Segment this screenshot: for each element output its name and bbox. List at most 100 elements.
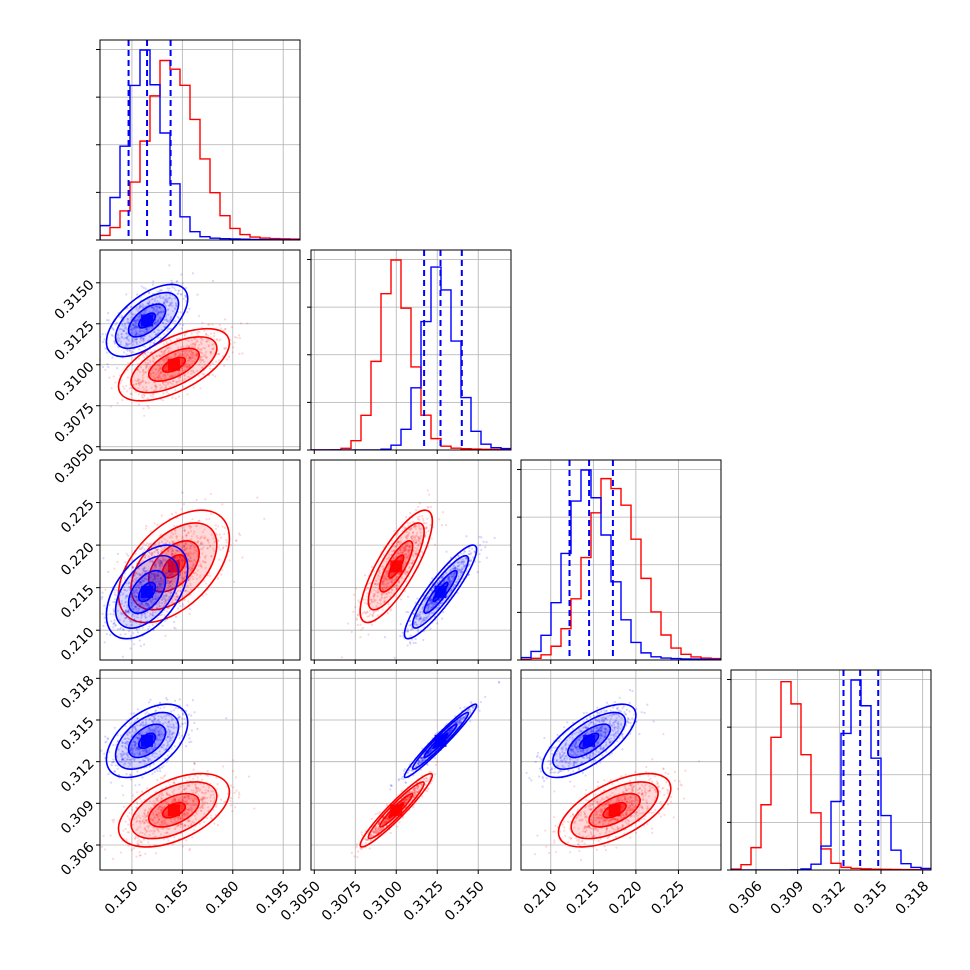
scatter-point [237,532,241,535]
scatter-point [417,537,421,540]
scatter-point [372,612,375,616]
scatter-point [130,328,133,331]
scatter-point [213,334,216,338]
scatter-point [405,543,408,546]
scatter-point [182,353,185,356]
scatter-point [158,561,161,564]
scatter-point [160,559,163,563]
scatter-point [177,337,181,340]
scatter-point [131,613,134,616]
scatter-point [161,353,164,356]
scatter-point [135,595,138,599]
scatter-point [186,393,189,396]
scatter-point [175,280,178,284]
scatter-point [162,309,165,313]
contour-level [105,544,189,640]
scatter-point [395,533,399,536]
scatter-point [177,372,180,376]
scatter-point [122,628,125,631]
scatter-point [183,571,186,574]
scatter-point [152,308,156,311]
scatter-point [109,612,112,616]
scatter-point [217,539,220,542]
scatter-point [206,538,209,541]
scatter-point [136,572,140,575]
y-tick-label: 0.225 [58,497,98,537]
scatter-point [181,491,184,494]
scatter-point [139,581,142,584]
scatter-point [191,356,194,359]
scatter-point [168,558,171,562]
scatter-point [134,321,137,325]
scatter-point [120,333,123,336]
scatter-point [363,574,367,577]
scatter-point [366,586,369,590]
scatter-point [187,345,190,348]
scatter-point [137,583,140,587]
scatter-point [101,591,104,594]
scatter-point [186,354,190,357]
scatter-point [132,632,135,635]
scatter-point [178,354,181,357]
scatter-point [397,540,401,543]
scatter-point [167,346,171,349]
scatter-point [202,354,205,358]
scatter-point [151,598,154,601]
scatter-point [375,580,378,583]
scatter-point [186,366,189,369]
scatter-point [126,349,129,352]
scatter-point [168,319,171,322]
scatter-point [155,565,158,568]
scatter-point [427,506,430,509]
scatter-point [189,552,193,555]
scatter-point [388,585,391,588]
scatter-point [383,583,386,586]
scatter-point [211,373,214,376]
scatter-point [204,557,207,560]
scatter-point [151,578,154,581]
scatter-point [134,605,138,608]
scatter-point [154,321,157,324]
scatter-point [223,347,226,350]
scatter-point [159,378,162,381]
scatter-point [113,588,116,591]
scatter-point [203,329,206,333]
scatter-point [387,552,390,555]
scatter-point [360,628,363,631]
scatter-point [180,346,183,349]
scatter-point [405,571,409,574]
scatter-point [126,343,129,346]
scatter-point [169,569,172,572]
scatter-point [152,330,155,333]
scatter-point [185,565,188,568]
scatter-point [129,647,132,650]
scatter-point [135,338,138,341]
scatter-point [191,567,194,570]
scatter-point [442,611,445,614]
scatter-point [134,589,138,593]
scatter-point [130,598,133,601]
scatter-point [164,349,167,352]
scatter-point [172,374,175,377]
scatter-point [183,368,186,371]
scatter-point [133,573,136,576]
scatter-point [126,337,129,341]
scatter-point [401,546,404,549]
scatter-point [171,579,174,582]
scatter-point [153,550,156,553]
scatter-point [150,369,153,372]
scatter-point [139,581,143,584]
scatter-point [148,301,151,305]
scatter-point [147,555,150,558]
scatter-point [162,297,165,300]
scatter-point [175,535,178,538]
scatter-point [120,600,123,603]
scatter-point [187,531,191,534]
scatter-point [110,326,114,329]
scatter-point [165,552,168,556]
scatter-point [137,379,140,382]
scatter-point [123,576,126,579]
scatter-point [135,595,138,599]
scatter-point [159,562,163,565]
